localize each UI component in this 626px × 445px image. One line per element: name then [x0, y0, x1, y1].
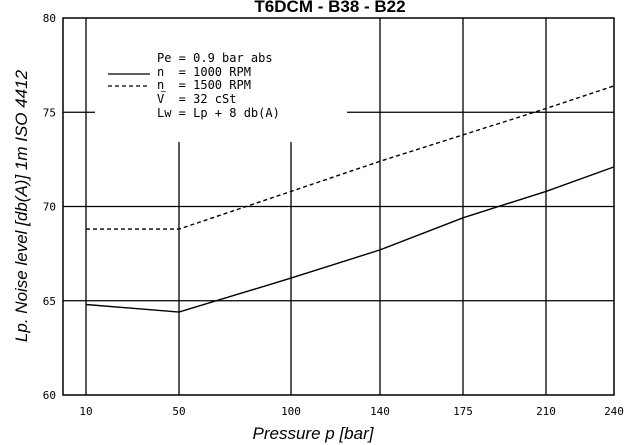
- y-tick-label: 80: [43, 12, 56, 25]
- legend-line-lw: Lw = Lp + 8 db(A): [157, 106, 280, 120]
- chart-title: T6DCM - B38 - B22: [254, 0, 405, 16]
- legend-line-rpm-1500: n = 1500 RPM: [157, 78, 251, 92]
- x-axis-label: Pressure p [bar]: [253, 424, 375, 443]
- legend-line-rpm-1000: n = 1000 RPM: [157, 65, 251, 79]
- y-axis-label: Lp. Noise level [db(A)] 1m ISO 4412: [12, 69, 31, 342]
- x-tick-label: 50: [172, 405, 185, 418]
- y-tick-label: 70: [43, 201, 56, 214]
- x-tick-label: 100: [281, 405, 301, 418]
- viscosity-nu-mark: ~: [160, 87, 167, 96]
- tick-labels: 10 50 100 140 175 210 240 60 65 70 75 80: [43, 12, 624, 418]
- legend-background: [95, 40, 347, 142]
- y-tick-label: 75: [43, 106, 56, 119]
- series-line-rpm-1000: [85, 166, 615, 313]
- y-tick-label: 65: [43, 295, 56, 308]
- legend-line-viscosity: V = 32 cSt: [157, 92, 236, 106]
- series-line-rpm-1500: [86, 85, 615, 230]
- legend: Pe = 0.9 bar abs n = 1000 RPM n = 1500 R…: [108, 51, 280, 120]
- series-group: [85, 85, 615, 313]
- y-tick-label: 60: [43, 389, 56, 402]
- x-tick-label: 210: [536, 405, 556, 418]
- x-tick-label: 175: [453, 405, 473, 418]
- x-tick-label: 10: [79, 405, 92, 418]
- x-tick-label: 240: [604, 405, 624, 418]
- legend-line-pressure: Pe = 0.9 bar abs: [157, 51, 273, 65]
- grid-lines: [63, 18, 614, 395]
- x-tick-label: 140: [370, 405, 390, 418]
